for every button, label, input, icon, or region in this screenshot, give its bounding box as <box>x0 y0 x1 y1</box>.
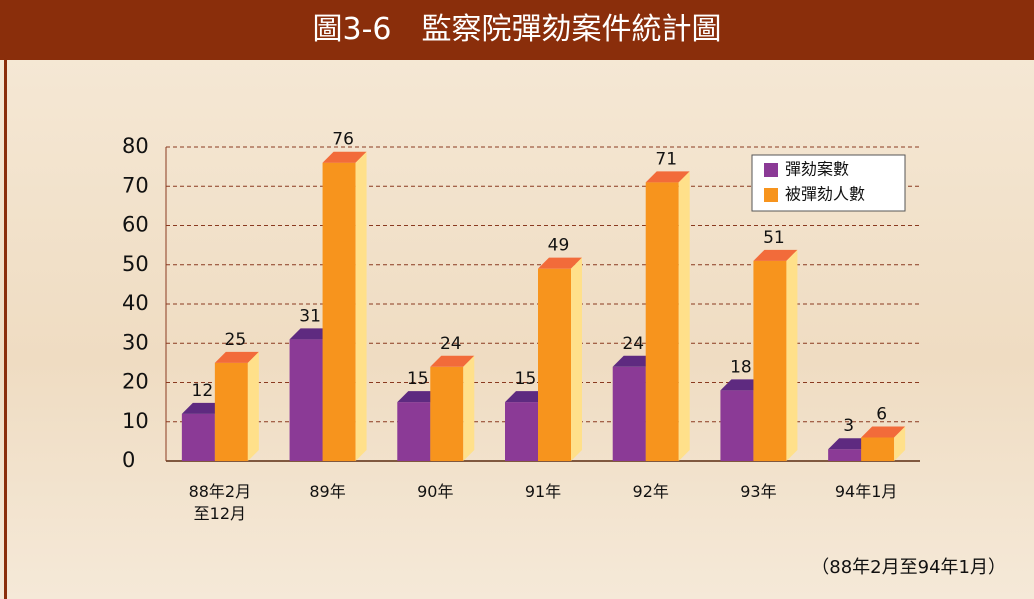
bar-side <box>786 249 798 461</box>
value-label: 31 <box>299 306 321 326</box>
y-tick-label: 10 <box>122 409 149 433</box>
x-tick-label: 88年2月 至12月 <box>188 482 252 523</box>
x-tick-label: 90年 <box>417 482 454 501</box>
y-tick-label: 70 <box>122 173 149 197</box>
chart-title: 圖3-6 監察院彈劾案件統計圖 <box>0 0 1034 60</box>
bar <box>397 402 431 461</box>
bar <box>322 162 356 461</box>
value-label: 3 <box>843 416 854 436</box>
x-tick-label: 94年1月 <box>834 482 898 501</box>
value-label: 6 <box>876 404 887 424</box>
y-tick-label: 50 <box>122 252 149 276</box>
bar-top <box>214 351 259 363</box>
bar-top <box>645 171 690 183</box>
bar-top <box>538 257 582 269</box>
bar-side <box>355 151 367 461</box>
y-tick-label: 60 <box>122 213 149 237</box>
frame-rule <box>4 60 7 599</box>
value-label: 51 <box>763 228 785 248</box>
bar <box>505 402 538 461</box>
bar <box>430 366 464 461</box>
value-label: 15 <box>407 369 429 389</box>
footnote: （88年2月至94年1月） <box>811 557 1006 578</box>
bar-top <box>861 426 906 438</box>
x-tick-label: 93年 <box>740 482 777 501</box>
legend-label: 被彈劾人數 <box>785 185 865 204</box>
y-tick-label: 20 <box>122 370 149 394</box>
y-tick-label: 80 <box>122 134 149 158</box>
bar-side <box>463 355 475 461</box>
value-label: 49 <box>548 236 570 256</box>
bar-top <box>753 249 798 261</box>
legend-label: 彈劾案數 <box>785 160 849 179</box>
bar-side <box>894 426 906 461</box>
value-label: 24 <box>440 334 462 354</box>
bar <box>538 268 571 461</box>
bar-side <box>571 257 582 461</box>
bar <box>720 390 754 461</box>
bar <box>753 260 787 461</box>
bar <box>214 362 248 461</box>
value-label: 71 <box>655 149 677 169</box>
bar <box>828 449 862 461</box>
value-label: 76 <box>332 130 354 150</box>
y-tick-label: 30 <box>122 330 149 354</box>
value-label: 18 <box>730 357 752 377</box>
bar <box>612 366 646 461</box>
value-label: 15 <box>515 369 537 389</box>
x-tick-label: 92年 <box>632 482 669 501</box>
legend-swatch <box>764 188 778 202</box>
bar-top <box>322 151 367 163</box>
bar-side <box>247 351 259 461</box>
bar-side <box>678 171 690 461</box>
y-tick-label: 0 <box>122 448 135 472</box>
value-label: 12 <box>192 381 214 401</box>
value-label: 24 <box>622 334 644 354</box>
x-tick-label: 91年 <box>524 482 562 501</box>
bar <box>645 182 679 461</box>
bar <box>289 339 323 461</box>
x-tick-label: 89年 <box>309 482 346 501</box>
bar-top <box>430 355 475 367</box>
bar <box>861 437 895 461</box>
y-tick-label: 40 <box>122 291 149 315</box>
legend-swatch <box>764 163 778 177</box>
bar <box>181 413 215 461</box>
value-label: 25 <box>225 330 247 350</box>
